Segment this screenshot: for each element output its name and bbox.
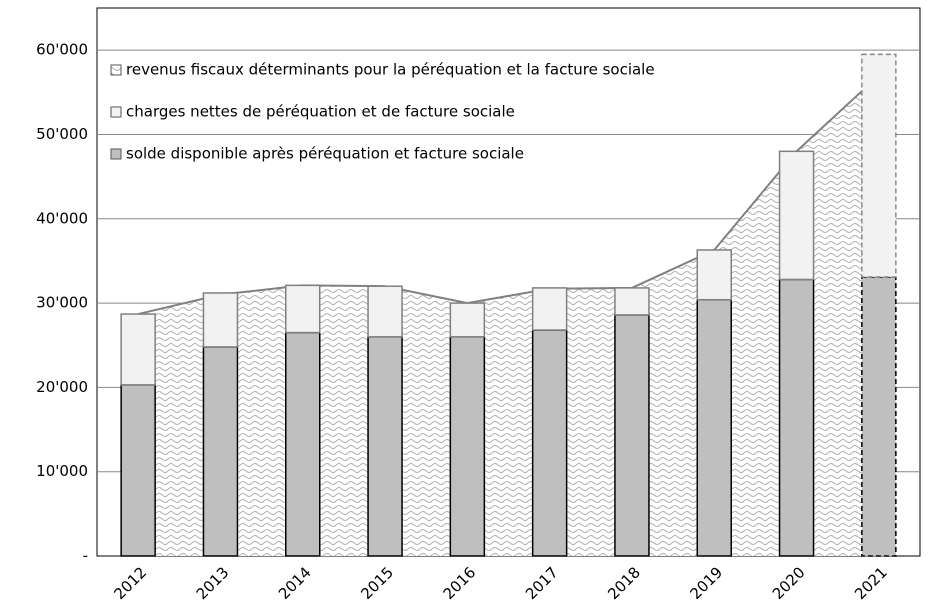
bar xyxy=(696,249,732,301)
legend-swatch xyxy=(110,64,122,76)
bar xyxy=(285,284,321,334)
legend-label: solde disponible après péréquation et fa… xyxy=(126,145,524,163)
area-line xyxy=(137,74,880,316)
y-tick-label: 60'000 xyxy=(36,41,88,59)
legend-label: revenus fiscaux déterminants pour la pér… xyxy=(126,61,655,79)
y-tick-label: 10'000 xyxy=(36,462,88,480)
bar xyxy=(614,314,650,557)
bar xyxy=(861,276,897,557)
bar xyxy=(531,329,568,557)
x-tick-label: 2017 xyxy=(522,563,562,603)
x-tick-label: 2014 xyxy=(275,563,315,603)
area xyxy=(138,75,879,556)
bar xyxy=(531,287,568,331)
bar xyxy=(120,313,156,386)
bar xyxy=(861,53,897,278)
x-tick-label: 2018 xyxy=(604,563,644,603)
bar xyxy=(696,298,732,557)
bar xyxy=(285,331,321,557)
bar xyxy=(120,384,156,557)
bar xyxy=(614,287,650,316)
x-tick-label: 2012 xyxy=(110,563,150,603)
bar xyxy=(778,278,815,557)
y-tick-label: - xyxy=(83,547,88,565)
bar xyxy=(202,346,239,557)
x-tick-label: 2015 xyxy=(357,563,397,603)
y-tick-label: 30'000 xyxy=(36,294,88,312)
x-tick-label: 2019 xyxy=(687,563,727,603)
legend-label: charges nettes de péréquation et de fact… xyxy=(126,103,515,121)
x-tick-label: 2013 xyxy=(193,563,233,603)
bar xyxy=(778,150,815,281)
bar xyxy=(367,285,403,338)
bar xyxy=(449,336,486,557)
bar xyxy=(449,302,486,338)
legend-swatch xyxy=(110,148,122,160)
y-tick-label: 20'000 xyxy=(36,378,88,396)
y-tick-label: 50'000 xyxy=(36,125,88,143)
x-tick-label: 2021 xyxy=(851,563,891,603)
legend-swatch xyxy=(110,106,122,118)
bar xyxy=(367,336,403,557)
x-tick-label: 2016 xyxy=(440,563,480,603)
x-tick-label: 2020 xyxy=(769,563,809,603)
y-tick-label: 40'000 xyxy=(36,209,88,227)
bar xyxy=(202,292,239,348)
